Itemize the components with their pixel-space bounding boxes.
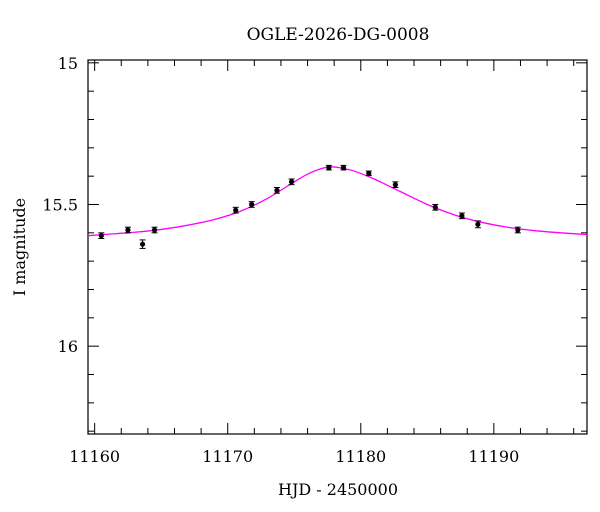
data-point xyxy=(432,204,439,211)
x-axis-label: HJD - 2450000 xyxy=(278,480,398,499)
data-point xyxy=(458,212,465,220)
point-marker xyxy=(432,204,438,210)
data-point xyxy=(325,164,332,171)
x-tick-label: 11180 xyxy=(335,447,386,466)
model-curve-layer xyxy=(88,166,587,237)
point-marker xyxy=(151,227,158,233)
point-marker xyxy=(274,187,280,193)
chart-title: OGLE-2026-DG-0008 xyxy=(247,25,430,45)
model-curve xyxy=(88,166,587,237)
x-tick-label: 11160 xyxy=(69,447,120,466)
point-marker xyxy=(125,227,131,233)
point-marker xyxy=(98,233,104,239)
x-tick-label: 11170 xyxy=(202,447,253,466)
x-tick-label: 11190 xyxy=(468,447,519,466)
data-point xyxy=(340,164,347,171)
data-point xyxy=(288,178,295,186)
point-marker xyxy=(288,179,295,185)
y-axis-label: I magnitude xyxy=(10,198,29,296)
point-marker xyxy=(392,182,398,188)
axis-ticks xyxy=(88,60,587,434)
data-point xyxy=(248,201,255,208)
point-marker xyxy=(139,241,146,247)
point-marker xyxy=(326,165,332,171)
data-point xyxy=(392,181,399,188)
data-points-layer xyxy=(98,164,521,249)
data-point xyxy=(474,220,481,229)
data-point xyxy=(514,226,521,234)
y-tick-label: 15 xyxy=(58,54,78,73)
y-tick-label: 16 xyxy=(58,337,78,356)
data-point xyxy=(365,170,372,177)
point-marker xyxy=(515,227,521,233)
point-marker xyxy=(233,207,239,213)
point-marker xyxy=(366,170,372,176)
data-point xyxy=(232,206,239,214)
point-marker xyxy=(475,221,481,227)
axis-tick-labels: 11160 11170 11180 11190 15 15.5 16 xyxy=(42,54,519,466)
y-tick-label: 15.5 xyxy=(42,196,78,215)
data-point xyxy=(139,239,146,249)
point-marker xyxy=(459,213,465,219)
point-marker xyxy=(340,165,347,171)
plot-frame xyxy=(87,59,588,435)
data-point xyxy=(124,226,131,234)
data-point xyxy=(273,187,280,194)
data-point xyxy=(98,232,105,239)
data-point xyxy=(151,226,158,234)
point-marker xyxy=(249,201,255,208)
